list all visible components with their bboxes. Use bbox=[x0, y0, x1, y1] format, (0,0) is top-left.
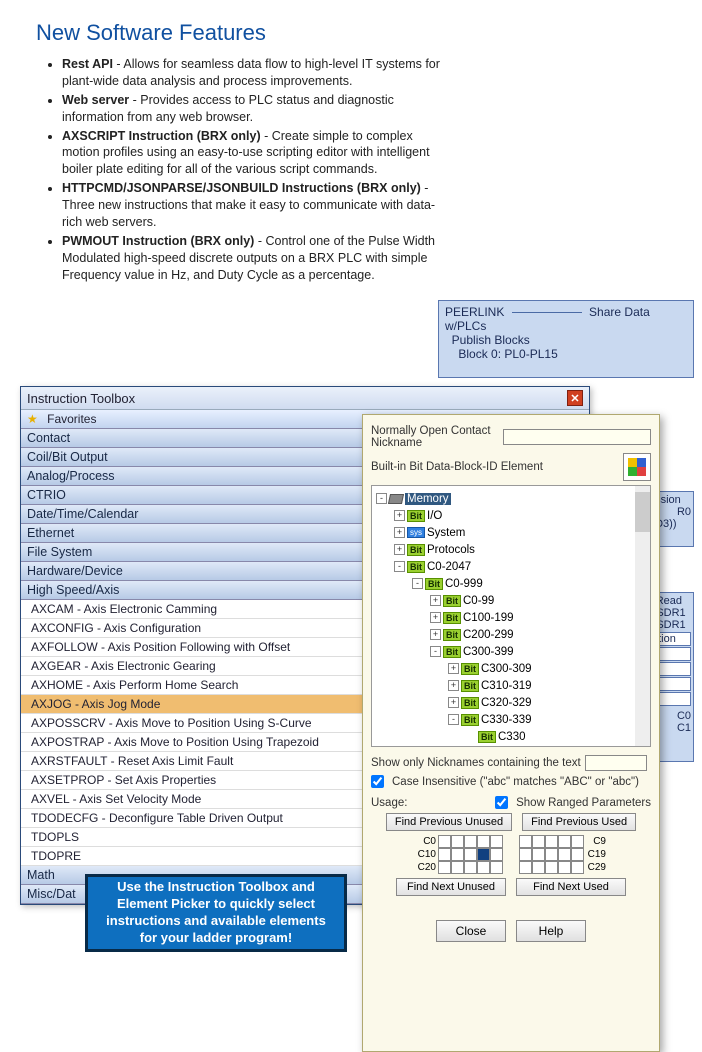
ranged-checkbox[interactable] bbox=[495, 796, 508, 809]
instruction-row[interactable]: AXFOLLOW - Axis Position Following with … bbox=[21, 638, 364, 657]
instruction-row[interactable]: AXVEL - Axis Set Velocity Mode bbox=[21, 790, 364, 809]
feature-list: Rest API - Allows for seamless data flow… bbox=[0, 56, 702, 283]
feature-item: Web server - Provides access to PLC stat… bbox=[62, 92, 442, 126]
instruction-row[interactable]: TDOPRE bbox=[21, 847, 364, 866]
instruction-row[interactable]: AXPOSTRAP - Axis Move to Position Using … bbox=[21, 733, 364, 752]
instruction-row[interactable]: AXJOG - Axis Jog Mode bbox=[21, 695, 364, 714]
instruction-row[interactable]: AXRSTFAULT - Reset Axis Limit Fault bbox=[21, 752, 364, 771]
filter-input[interactable] bbox=[585, 755, 647, 771]
close-button[interactable]: Close bbox=[436, 920, 506, 942]
nickname-label: Normally Open Contact Nickname bbox=[371, 425, 499, 449]
help-button[interactable]: Help bbox=[516, 920, 586, 942]
feature-item: Rest API - Allows for seamless data flow… bbox=[62, 56, 442, 90]
find-prev-used-button[interactable]: Find Previous Used bbox=[522, 813, 636, 831]
instruction-row[interactable]: AXCAM - Axis Electronic Camming bbox=[21, 600, 364, 619]
instruction-row[interactable]: AXGEAR - Axis Electronic Gearing bbox=[21, 657, 364, 676]
promo-callout: Use the Instruction Toolbox and Element … bbox=[85, 874, 347, 952]
nickname-input[interactable] bbox=[503, 429, 651, 445]
case-insensitive-checkbox[interactable] bbox=[371, 775, 384, 788]
element-picker-panel: Normally Open Contact Nickname Built-in … bbox=[362, 414, 660, 1052]
find-prev-unused-button[interactable]: Find Previous Unused bbox=[386, 813, 512, 831]
instruction-row[interactable]: AXSETPROP - Set Axis Properties bbox=[21, 771, 364, 790]
element-tree[interactable]: -Memory +BitI/O +sysSystem +BitProtocols… bbox=[371, 485, 651, 747]
usage-label: Usage: bbox=[371, 797, 407, 809]
close-icon[interactable]: ✕ bbox=[567, 390, 583, 406]
page-title: New Software Features bbox=[0, 0, 702, 56]
element-label: Built-in Bit Data-Block-ID Element bbox=[371, 461, 543, 473]
instruction-row[interactable]: AXCONFIG - Axis Configuration bbox=[21, 619, 364, 638]
memory-icon bbox=[388, 494, 404, 504]
element-grid-icon[interactable] bbox=[623, 453, 651, 481]
toolbox-title-label: Instruction Toolbox bbox=[27, 391, 135, 406]
instruction-row[interactable]: AXHOME - Axis Perform Home Search bbox=[21, 676, 364, 695]
star-icon: ★ bbox=[27, 412, 38, 426]
find-next-unused-button[interactable]: Find Next Unused bbox=[396, 878, 506, 896]
toolbox-titlebar[interactable]: Instruction Toolbox ✕ bbox=[21, 387, 589, 410]
ranged-label: Show Ranged Parameters bbox=[516, 797, 651, 809]
case-label: Case Insensitive ("abc" matches "ABC" or… bbox=[392, 776, 639, 788]
filter-label: Show only Nicknames containing the text bbox=[371, 757, 581, 769]
feature-item: HTTPCMD/JSONPARSE/JSONBUILD Instructions… bbox=[62, 180, 442, 231]
feature-item: PWMOUT Instruction (BRX only) - Control … bbox=[62, 233, 442, 284]
usage-cell-grid: C0 C10 C20 C9 C19 C29 bbox=[371, 835, 651, 874]
instruction-row[interactable]: TDOPLS bbox=[21, 828, 364, 847]
instruction-row[interactable]: AXPOSSCRV - Axis Move to Position Using … bbox=[21, 714, 364, 733]
tree-scrollbar[interactable] bbox=[635, 486, 650, 746]
peerlink-panel: PEERLINK Share Data w/PLCs Publish Block… bbox=[438, 300, 694, 378]
instruction-row[interactable]: TDODECFG - Deconfigure Table Driven Outp… bbox=[21, 809, 364, 828]
find-next-used-button[interactable]: Find Next Used bbox=[516, 878, 626, 896]
feature-item: AXSCRIPT Instruction (BRX only) - Create… bbox=[62, 128, 442, 179]
system-icon: sys bbox=[407, 527, 425, 538]
